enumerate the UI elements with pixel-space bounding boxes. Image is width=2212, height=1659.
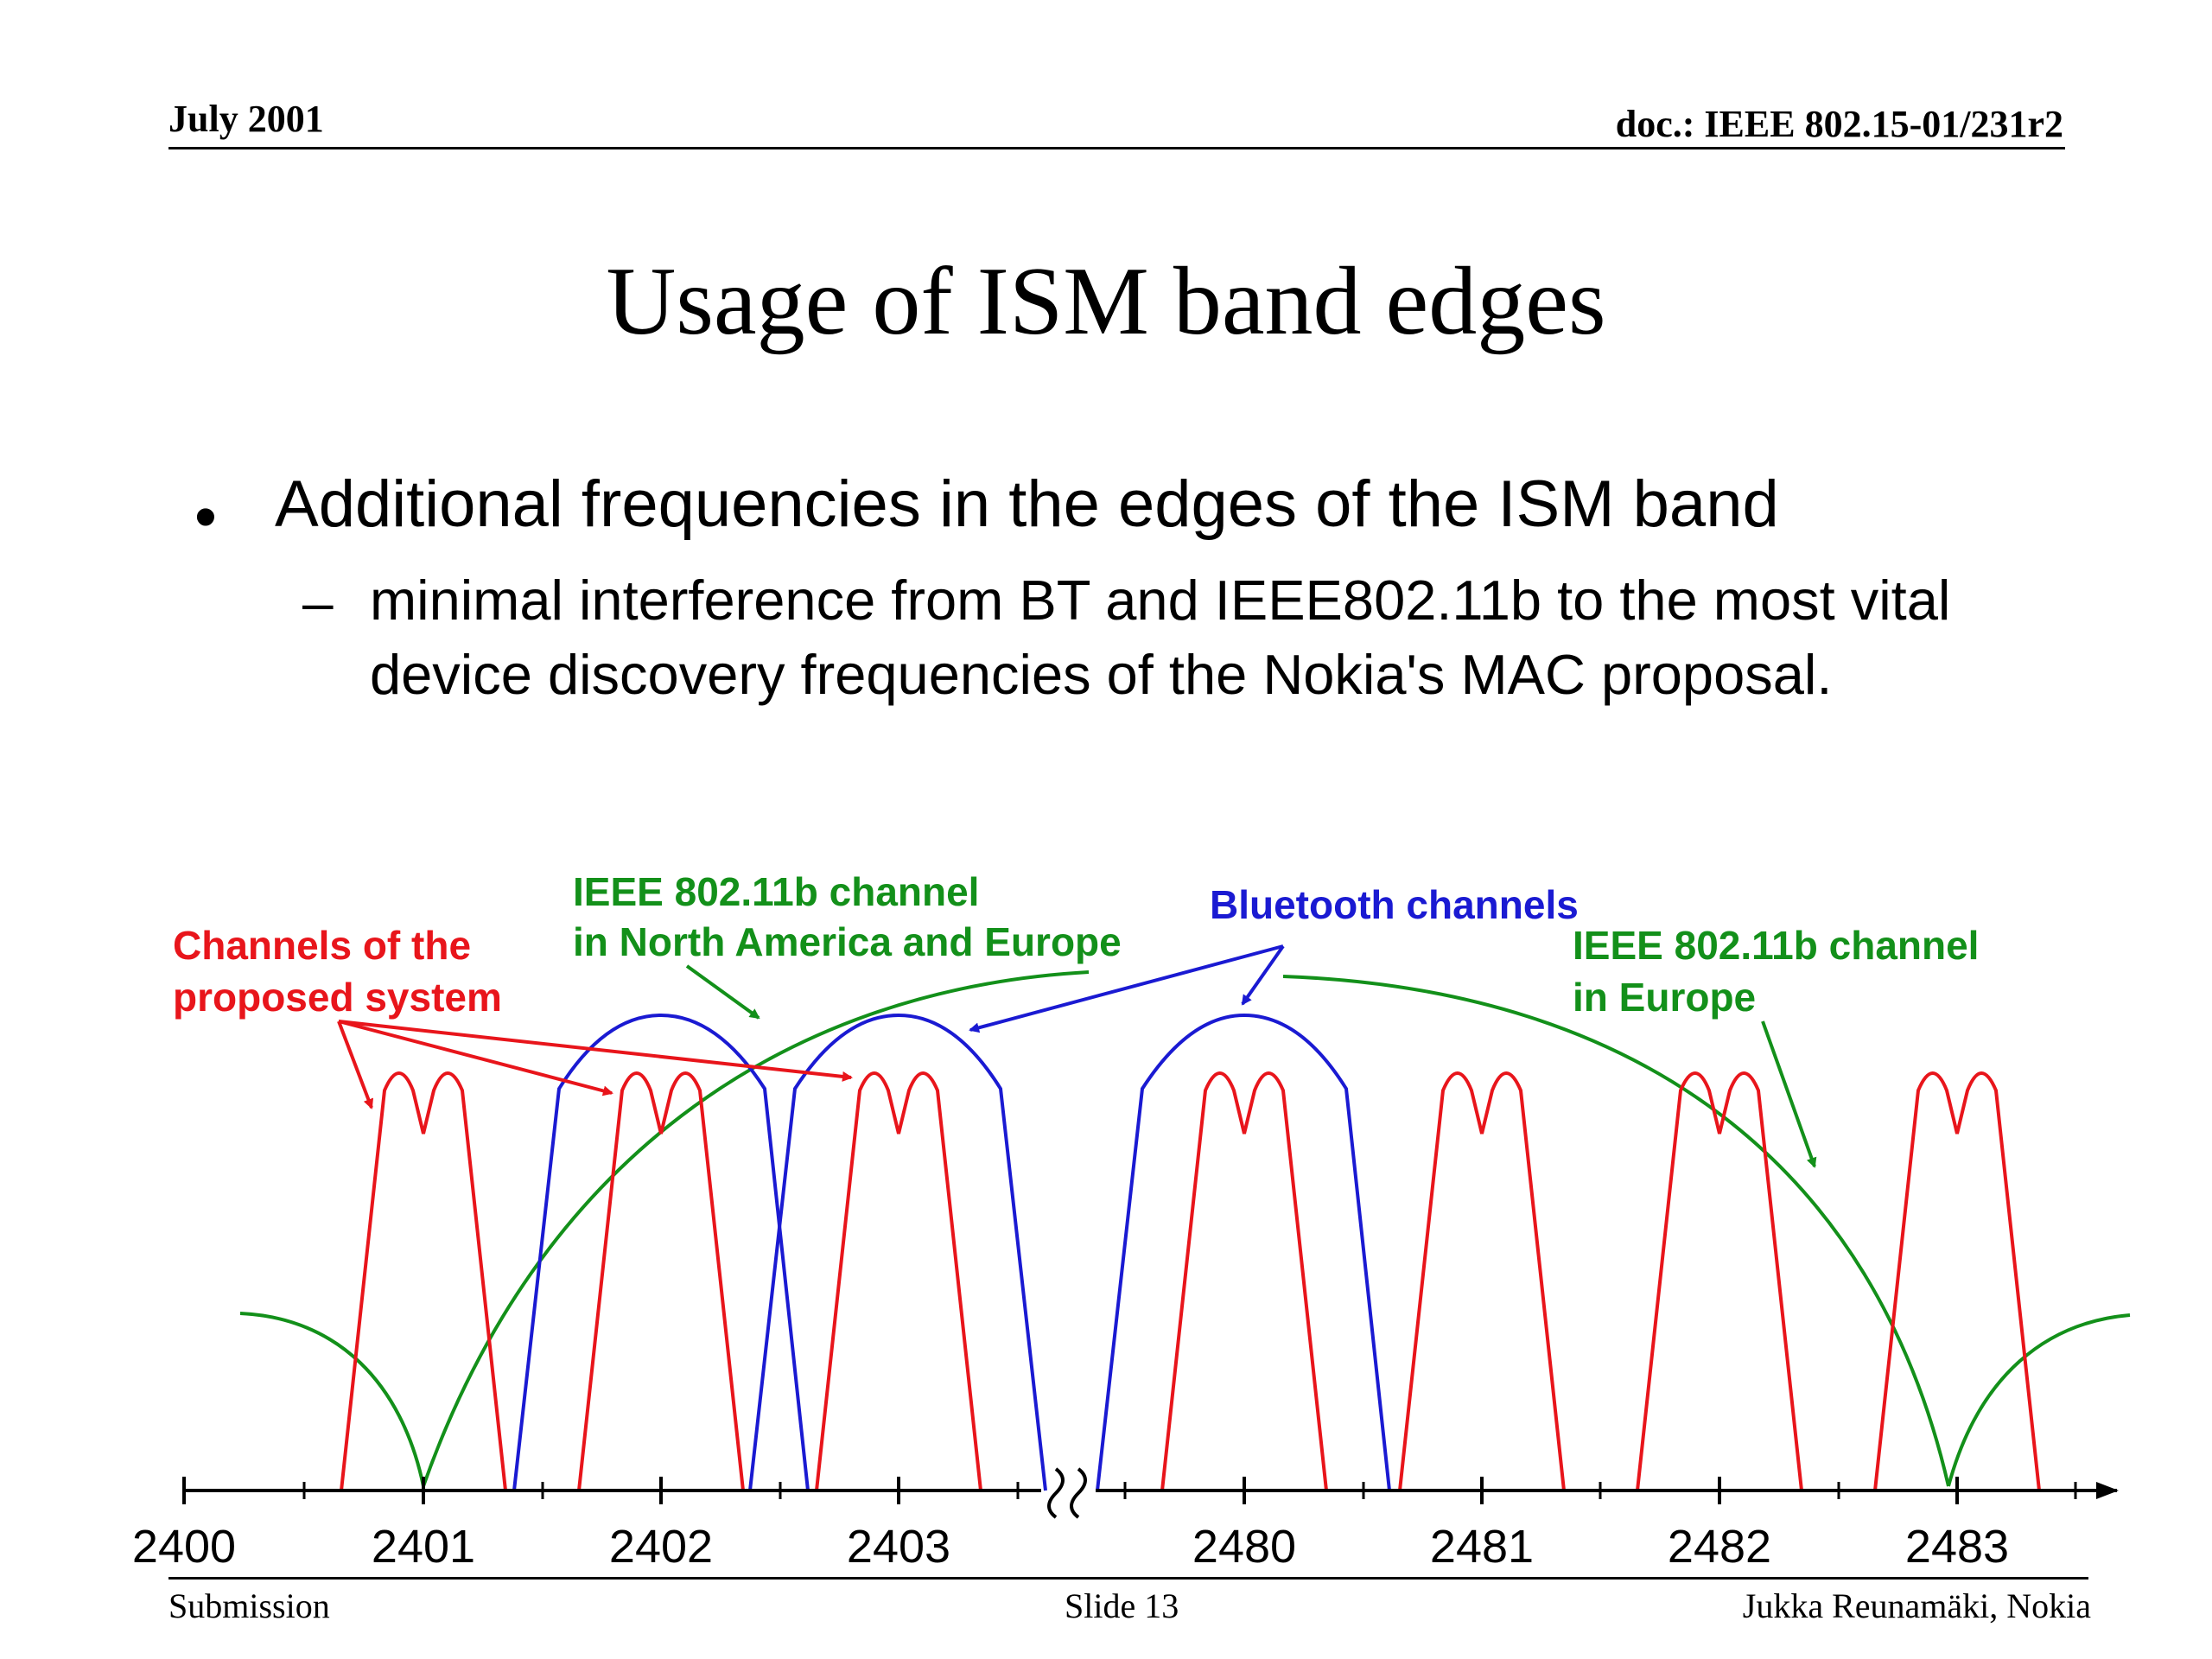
- proposed-channel-curve-5: [1398, 1071, 1566, 1491]
- footer-submission: Submission: [168, 1586, 330, 1625]
- proposed-channel-curve-6: [1636, 1071, 1803, 1491]
- tick-label-2403: 2403: [847, 1521, 950, 1573]
- tick-label-2402: 2402: [609, 1521, 713, 1573]
- proposed-channel-curve-3: [815, 1071, 982, 1491]
- footer-divider: [168, 1577, 2088, 1580]
- bluetooth-channel-curve-1: [512, 1013, 810, 1491]
- footer-author: Jukka Reunamäki, Nokia: [1742, 1586, 2091, 1625]
- proposed-channel-curve-1: [340, 1071, 507, 1491]
- header-doc-id: doc.: IEEE 802.15-01/231r2: [1615, 103, 2063, 145]
- bluetooth-channel-curve-3: [1096, 1013, 1391, 1491]
- header-date: July 2001: [168, 98, 324, 140]
- axis-ticks: [182, 1477, 2077, 1504]
- wifi-sidelobe-right: [1947, 1313, 2131, 1487]
- tick-label-2481: 2481: [1430, 1521, 1534, 1573]
- arrows-bluetooth: [969, 944, 1285, 1033]
- axis-break-icon: [1047, 1467, 1087, 1519]
- tick-label-2483: 2483: [1905, 1521, 2009, 1573]
- arrows-wifi: [685, 964, 1817, 1168]
- label-proposed-line2: proposed system: [173, 975, 502, 1020]
- bullet-text: Additional frequencies in the edges of t…: [275, 467, 1779, 541]
- bullet-marker: •: [194, 480, 217, 552]
- proposed-channel-curve-7: [1873, 1071, 2041, 1491]
- wifi-sidelobe-left: [239, 1312, 425, 1487]
- wifi-channel-curve-na: [422, 970, 1090, 1487]
- label-bluetooth: Bluetooth channels: [1210, 882, 1579, 927]
- axis-tick-labels: 2400 2401 2402 2403 2480 2481 2482 2483: [132, 1521, 2009, 1573]
- label-wifi-na-line2: in North America and Europe: [573, 919, 1122, 964]
- bluetooth-channel-curve-2: [748, 1013, 1047, 1491]
- slide-title: Usage of ISM band edges: [606, 248, 1606, 355]
- arrows-proposed: [337, 1020, 853, 1109]
- tick-label-2401: 2401: [372, 1521, 475, 1573]
- sub-bullet-marker: –: [302, 571, 334, 633]
- header-divider: [168, 147, 2065, 149]
- label-wifi-eu-line2: in Europe: [1573, 975, 1756, 1020]
- wifi-channel-curve-eu: [1282, 975, 1950, 1487]
- proposed-channels: [340, 1071, 2041, 1491]
- tick-label-2482: 2482: [1668, 1521, 1771, 1573]
- label-proposed-line1: Channels of the: [173, 923, 471, 968]
- proposed-channel-curve-2: [577, 1071, 745, 1491]
- label-wifi-eu-line1: IEEE 802.11b channel: [1573, 923, 1979, 968]
- tick-label-2400: 2400: [132, 1521, 236, 1573]
- footer-slide-number: Slide 13: [1065, 1586, 1179, 1625]
- tick-label-2480: 2480: [1192, 1521, 1296, 1573]
- proposed-channel-curve-4: [1160, 1071, 1328, 1491]
- label-wifi-na-line1: IEEE 802.11b channel: [573, 869, 979, 914]
- sub-bullet-text: minimal interference from BT and IEEE802…: [370, 569, 1951, 706]
